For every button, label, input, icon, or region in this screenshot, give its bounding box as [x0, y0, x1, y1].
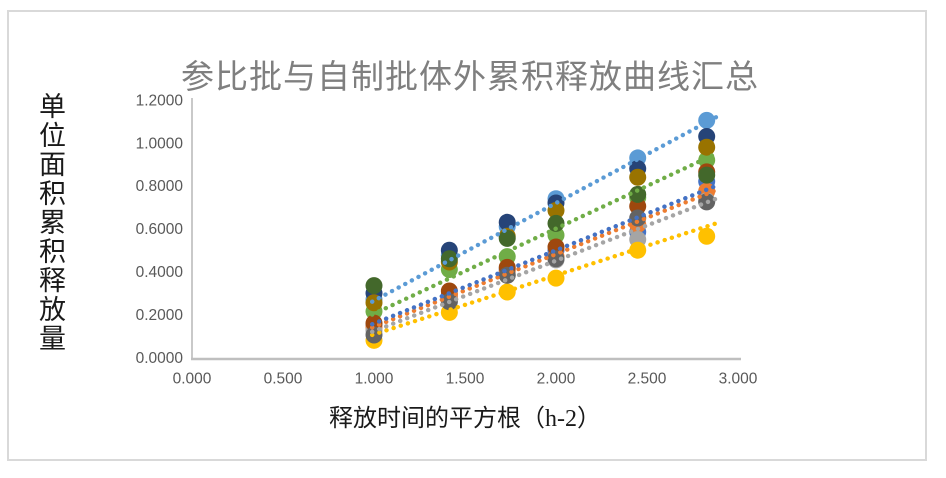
y-axis-title: 单位面积累积释放量 — [35, 92, 65, 353]
x-tick-label: 0.000 — [173, 371, 212, 388]
data-point-batch-yellow — [547, 269, 565, 287]
y-tick-label: 0.0000 — [136, 350, 184, 367]
x-tick-label: 1.000 — [355, 371, 394, 388]
y-tick-label: 0.4000 — [136, 264, 184, 281]
trendline-batch-green — [369, 151, 719, 317]
data-point-batch-dark-green — [629, 185, 647, 203]
data-point-batch-dark-green — [365, 277, 383, 295]
y-tick-label: 0.6000 — [136, 221, 184, 238]
data-point-batch-dark-green — [698, 166, 716, 184]
x-tick-label: 2.500 — [628, 371, 667, 388]
y-tick-label: 1.0000 — [136, 135, 184, 152]
x-tick-label: 0.500 — [264, 371, 303, 388]
trendline-batch-yellow — [369, 221, 719, 338]
x-tick-label: 2.000 — [537, 371, 576, 388]
y-tick-label: 0.2000 — [136, 307, 184, 324]
chart-frame — [7, 10, 927, 461]
trendline-batch-light-blue — [369, 114, 719, 304]
trendline-batch-gray — [369, 196, 719, 334]
data-point-batch-dark-yellow — [629, 168, 647, 186]
y-tick-label: 0.8000 — [136, 178, 184, 195]
trendline-batch-orange — [369, 187, 719, 330]
data-point-batch-dark-yellow — [698, 138, 716, 156]
x-axis-title: 释放时间的平方根（h-2） — [329, 406, 601, 432]
data-point-batch-green — [547, 226, 565, 244]
data-point-batch-light-blue — [698, 111, 716, 129]
data-point-batch-dark-green — [547, 214, 565, 232]
data-point-batch-yellow — [698, 227, 716, 245]
x-tick-label: 1.500 — [446, 371, 485, 388]
data-point-batch-dark-green — [498, 229, 516, 247]
trendline-batch-blue — [369, 183, 719, 327]
y-tick-label: 1.2000 — [136, 92, 184, 109]
chart-title: 参比批与自制批体外累积释放曲线汇总 — [181, 60, 759, 96]
x-tick-label: 3.000 — [719, 371, 758, 388]
data-point-batch-dark-orange — [629, 197, 647, 215]
